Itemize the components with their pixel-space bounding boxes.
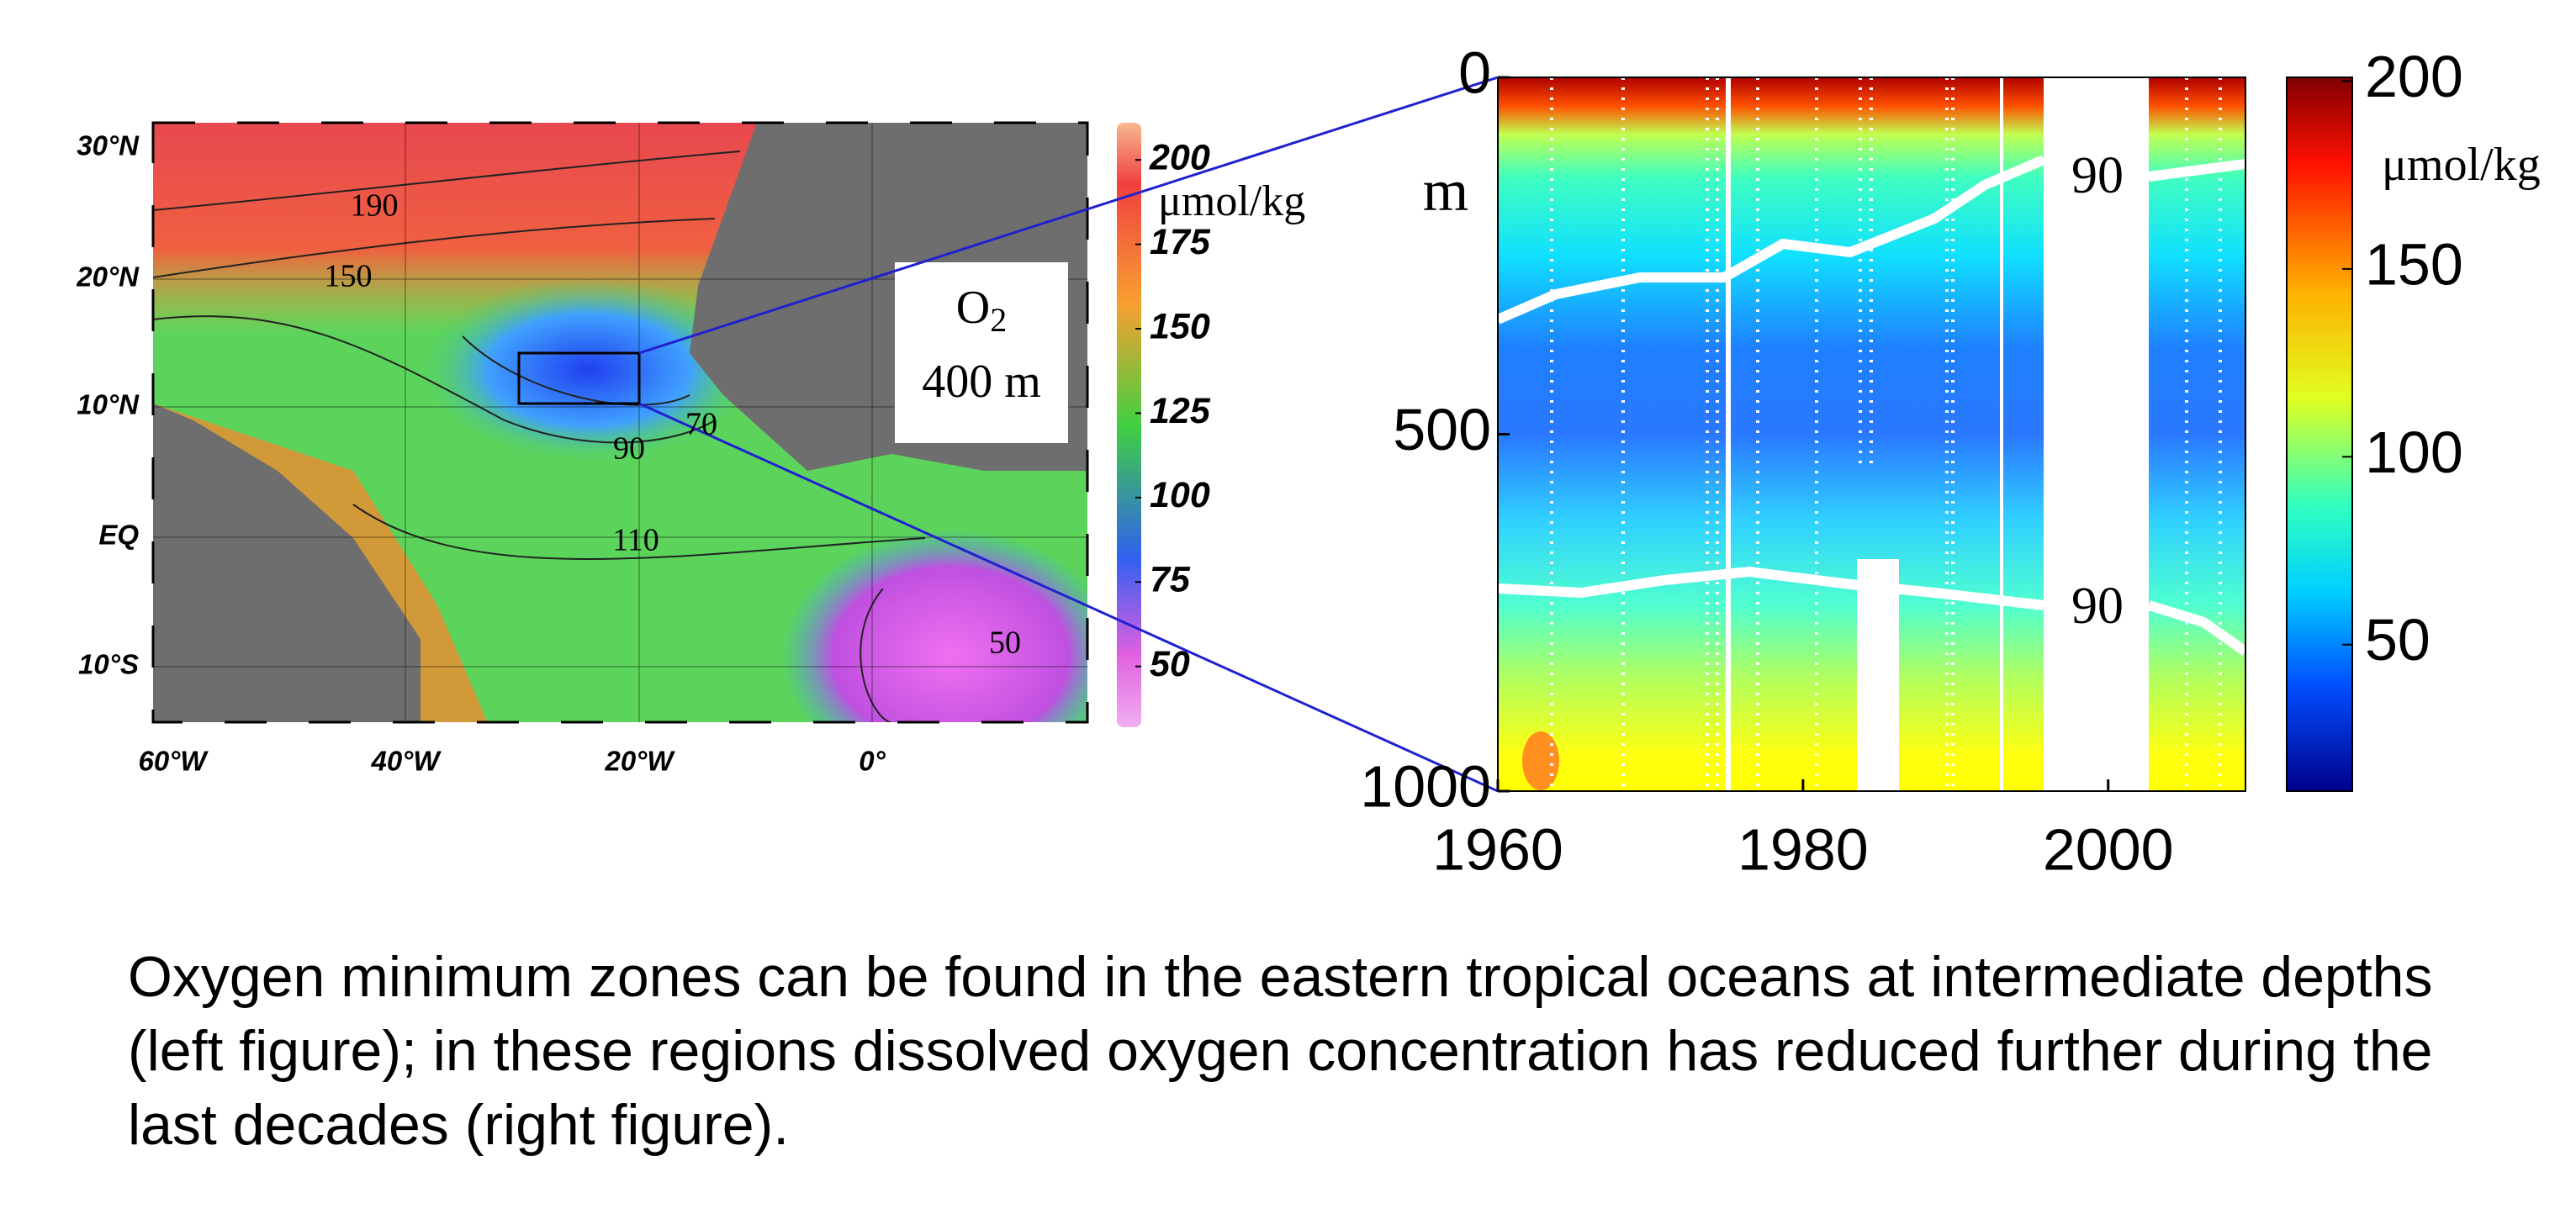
latitude-label: 10°S <box>78 649 139 680</box>
latitude-label: 10°N <box>77 389 140 420</box>
colorbar-tick-label: 125 <box>1150 391 1211 431</box>
longitude-label: 20°W <box>604 746 675 777</box>
latitude-label: 30°N <box>77 130 140 161</box>
longitude-label: 60°W <box>138 746 209 777</box>
species-label: O2 <box>956 282 1007 339</box>
colorbar-tick-label: 100 <box>1150 475 1210 515</box>
depth-label: 400 m <box>922 356 1041 408</box>
legend-box <box>895 262 1068 443</box>
contour-label: 90 <box>613 431 645 467</box>
contour-label: 70 <box>685 407 717 442</box>
contour-label: 150 <box>325 259 373 294</box>
right-colorbar-unit: μmol/kg <box>2382 139 2541 191</box>
map-field <box>153 123 1087 722</box>
left-colorbar-unit: μmol/kg <box>1158 177 1305 225</box>
latitude-label: 20°N <box>76 261 140 293</box>
y-tick-label: 0 <box>1458 40 1491 105</box>
colorbar-tick-label: 100 <box>2365 420 2463 485</box>
longitude-label: 0° <box>859 746 886 777</box>
colorbar-tick-label: 200 <box>2365 44 2463 109</box>
colorbar-tick-label: 150 <box>1150 306 1210 346</box>
contour-label: 90 <box>2071 578 2124 635</box>
contour-label: 110 <box>612 523 659 558</box>
x-tick-label: 2000 <box>2043 816 2174 882</box>
caption-line: last decades (right figure). <box>128 1093 789 1157</box>
depth-time-field <box>1495 77 2249 791</box>
region-box <box>517 351 641 405</box>
colorbar-tick-label: 75 <box>1150 560 1191 600</box>
colorbar-tick-label: 200 <box>1149 138 1210 178</box>
connector-line <box>638 402 1499 793</box>
contour-label: 50 <box>989 625 1021 661</box>
connector-line <box>638 76 1499 355</box>
y-tick-label: 500 <box>1393 397 1491 462</box>
left-colorbar <box>1117 123 1141 727</box>
caption-line: Oxygen minimum zones can be found in the… <box>128 945 2432 1009</box>
latitude-label: EQ <box>98 520 139 551</box>
colorbar-tick-label: 50 <box>1150 644 1190 684</box>
contour-label: 190 <box>351 188 399 224</box>
x-tick-label: 1980 <box>1738 816 1869 882</box>
x-tick-label: 1960 <box>1432 816 1563 882</box>
colorbar-tick-label: 50 <box>2365 607 2431 673</box>
contour-label: 90 <box>2071 147 2124 204</box>
right-colorbar <box>2286 77 2353 792</box>
longitude-label: 40°W <box>370 746 442 777</box>
caption-line: (left figure); in these regions dissolve… <box>128 1019 2433 1083</box>
y-tick-label: 1000 <box>1360 753 1491 819</box>
colorbar-tick-label: 150 <box>2365 231 2463 297</box>
depth-unit: m <box>1423 159 1468 224</box>
colorbar-tick-label: 175 <box>1150 222 1211 262</box>
